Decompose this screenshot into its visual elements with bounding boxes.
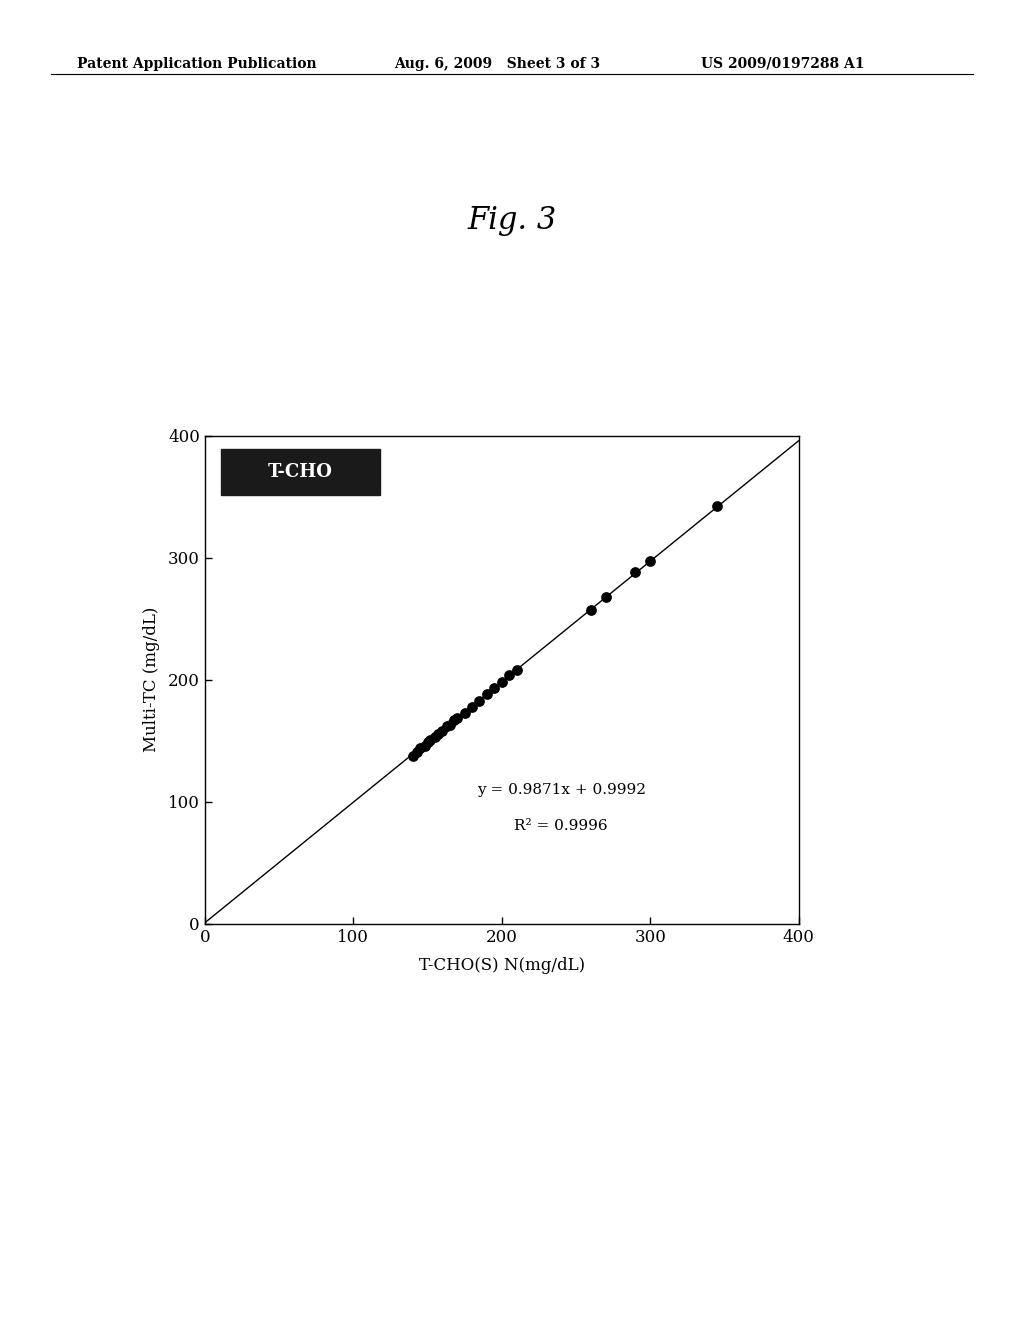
- Point: [471, 690, 487, 711]
- Point: [404, 744, 421, 766]
- Point: [598, 586, 614, 607]
- Point: [509, 660, 525, 681]
- Text: US 2009/0197288 A1: US 2009/0197288 A1: [701, 57, 865, 71]
- Text: R² = 0.9996: R² = 0.9996: [514, 820, 608, 833]
- Point: [479, 684, 496, 705]
- Text: Aug. 6, 2009   Sheet 3 of 3: Aug. 6, 2009 Sheet 3 of 3: [394, 57, 600, 71]
- Point: [494, 672, 510, 693]
- Point: [486, 677, 503, 698]
- Point: [409, 742, 425, 763]
- FancyBboxPatch shape: [221, 449, 380, 495]
- X-axis label: T-CHO(S) N(mg/dL): T-CHO(S) N(mg/dL): [419, 957, 585, 974]
- Point: [430, 723, 446, 744]
- Point: [446, 710, 463, 731]
- Point: [422, 729, 438, 750]
- Point: [627, 562, 644, 583]
- Point: [464, 696, 480, 717]
- Point: [434, 721, 451, 742]
- Point: [412, 738, 428, 759]
- Point: [441, 714, 458, 735]
- Point: [583, 599, 599, 620]
- Text: y = 0.9871x + 0.9992: y = 0.9871x + 0.9992: [476, 783, 646, 797]
- Point: [420, 731, 436, 752]
- Point: [501, 664, 517, 685]
- Point: [438, 715, 455, 737]
- Y-axis label: Multi-TC (mg/dL): Multi-TC (mg/dL): [142, 607, 160, 752]
- Point: [709, 496, 725, 517]
- Text: T-CHO: T-CHO: [267, 463, 332, 482]
- Point: [457, 702, 473, 723]
- Text: Patent Application Publication: Patent Application Publication: [77, 57, 316, 71]
- Point: [449, 708, 465, 729]
- Text: Fig. 3: Fig. 3: [467, 205, 557, 235]
- Point: [427, 726, 443, 747]
- Point: [417, 735, 433, 756]
- Point: [642, 550, 658, 572]
